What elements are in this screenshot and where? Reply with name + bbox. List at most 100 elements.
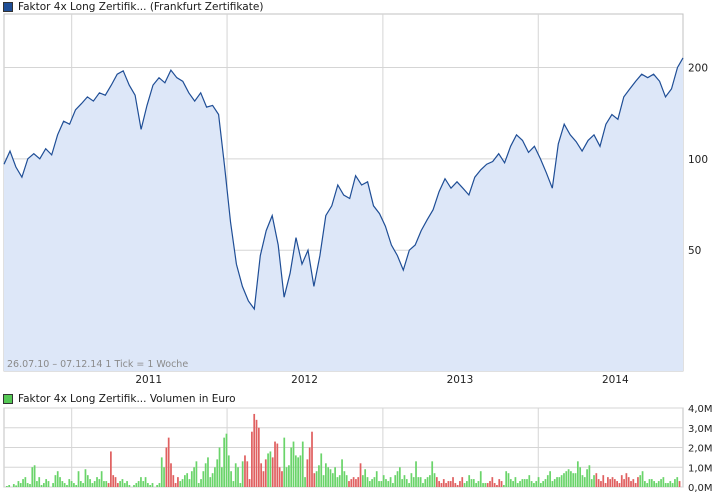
- volume-bar: [463, 483, 466, 487]
- volume-bar: [616, 481, 618, 487]
- volume-bar: [107, 483, 110, 487]
- volume-bar: [514, 477, 517, 488]
- volume-bar: [341, 459, 343, 487]
- volume-bar: [264, 459, 267, 487]
- volume-bar: [357, 477, 360, 488]
- volume-bar: [655, 483, 658, 487]
- volume-bar: [639, 475, 642, 487]
- volume-bar: [664, 483, 667, 487]
- x-tick-label: 2011: [135, 374, 162, 386]
- volume-bar: [343, 471, 346, 487]
- volume-bar: [484, 483, 487, 487]
- volume-bar: [126, 481, 128, 487]
- volume-bar: [288, 465, 290, 487]
- volume-bar: [142, 481, 145, 487]
- volume-bar: [600, 481, 602, 487]
- volume-bar: [355, 479, 357, 487]
- volume-bar: [223, 437, 226, 488]
- volume-bar: [8, 485, 11, 487]
- volume-bar: [535, 481, 538, 487]
- volume-bar: [466, 481, 468, 487]
- volume-bar: [315, 471, 318, 487]
- volume-bar: [637, 477, 639, 488]
- volume-bar: [426, 477, 429, 488]
- x-tick-label: 2013: [447, 374, 474, 386]
- volume-y-tick-label: 1,0M: [688, 463, 713, 474]
- volume-bar: [549, 471, 551, 487]
- volume-legend-label: Faktor 4x Long Zertifik... Volumen in Eu…: [18, 393, 236, 405]
- volume-bar: [646, 483, 649, 487]
- volume-bar: [627, 477, 630, 488]
- volume-bar: [567, 469, 570, 487]
- volume-bar: [54, 475, 57, 487]
- volume-bar: [366, 477, 369, 488]
- volume-bar: [61, 481, 64, 487]
- volume-bar: [22, 479, 24, 487]
- volume-bar: [394, 475, 397, 487]
- volume-bar: [422, 483, 424, 487]
- volume-legend: Faktor 4x Long Zertifik... Volumen in Eu…: [3, 392, 236, 406]
- volume-bar: [329, 469, 332, 487]
- volume-bar: [255, 419, 258, 487]
- volume-bar: [301, 441, 304, 487]
- volume-bar: [193, 467, 195, 487]
- volume-bar: [586, 469, 588, 487]
- volume-y-tick-label: 3,0M: [688, 424, 713, 435]
- price-legend-label: Faktor 4x Long Zertifik... (Frankfurt Ze…: [18, 1, 264, 13]
- volume-bar: [424, 479, 427, 487]
- volume-bar: [112, 475, 115, 487]
- volume-bar: [382, 475, 385, 487]
- volume-bar: [52, 483, 54, 487]
- volume-bar: [269, 451, 272, 487]
- volume-bar: [181, 479, 184, 487]
- volume-bar: [128, 485, 131, 487]
- volume-bar: [361, 475, 364, 487]
- volume-bar: [542, 481, 545, 487]
- volume-bar: [75, 485, 78, 487]
- volume-bar: [546, 475, 549, 487]
- volume-bar: [19, 483, 22, 487]
- volume-bar: [558, 477, 561, 488]
- volume-bar: [96, 477, 98, 488]
- volume-bar: [290, 447, 293, 487]
- volume-bar: [188, 479, 191, 487]
- volume-bar: [86, 475, 89, 487]
- volume-bar: [435, 477, 438, 488]
- volume-bar: [123, 483, 126, 487]
- volume-bar: [530, 481, 533, 487]
- chart-footnote: 26.07.10 – 07.12.14 1 Tick = 1 Woche: [7, 359, 188, 370]
- volume-bar: [165, 447, 168, 487]
- volume-bar: [15, 485, 17, 487]
- volume-bar: [306, 459, 309, 487]
- volume-bar: [433, 473, 436, 487]
- volume-bar: [429, 475, 431, 487]
- volume-bar: [77, 471, 80, 487]
- x-tick-label: 2014: [602, 374, 629, 386]
- volume-bar: [167, 437, 170, 488]
- volume-bar: [613, 479, 616, 487]
- volume-bar: [593, 475, 595, 487]
- volume-bar: [170, 463, 172, 487]
- volume-bar: [311, 431, 313, 487]
- volume-bar: [308, 447, 311, 487]
- price-legend: Faktor 4x Long Zertifik... (Frankfurt Ze…: [3, 0, 263, 14]
- price-y-tick-label: 200: [688, 62, 708, 74]
- volume-bar: [24, 477, 27, 488]
- volume-bar: [177, 477, 179, 488]
- volume-bar: [218, 447, 221, 487]
- volume-bar: [544, 479, 547, 487]
- volume-bar: [204, 463, 207, 487]
- volume-bar: [38, 477, 41, 488]
- volume-bar: [459, 481, 461, 487]
- price-legend-swatch: [3, 2, 13, 12]
- volume-bar: [68, 479, 71, 487]
- volume-bar: [17, 481, 20, 487]
- volume-bar: [398, 467, 401, 487]
- volume-bar: [403, 475, 406, 487]
- volume-bar: [251, 431, 253, 487]
- volume-bar: [214, 467, 216, 487]
- volume-bar: [110, 451, 112, 487]
- volume-bar: [246, 461, 249, 487]
- volume-bar: [576, 461, 579, 487]
- volume-bar: [597, 479, 600, 487]
